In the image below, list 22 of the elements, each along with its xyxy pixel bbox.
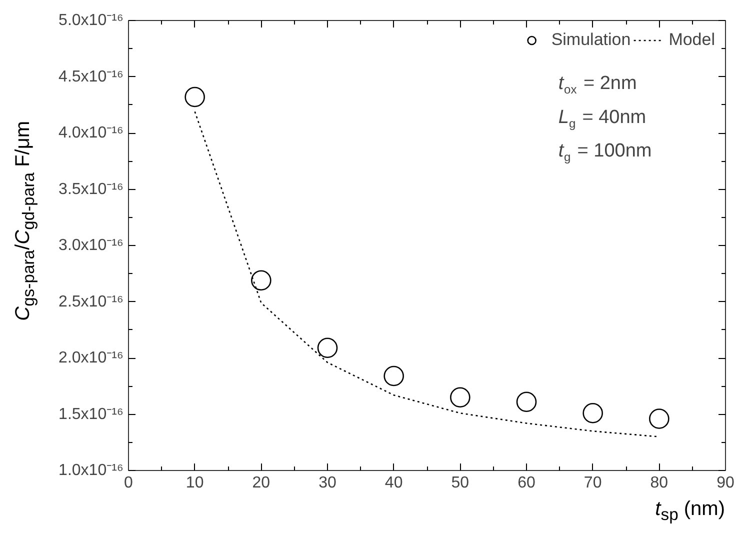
y-tick-label: 1.5x10⁻¹⁶ [58,406,124,423]
x-tick-label: 40 [384,474,403,492]
legend-label: Model [668,30,715,50]
y-tick-label: 4.0x10⁻¹⁶ [58,124,124,142]
y-tick-label: 2.5x10⁻¹⁶ [58,293,124,310]
x-tick-label: 70 [584,474,602,492]
x-tick-label: 0 [124,474,134,492]
x-tick-label: 50 [451,474,470,492]
x-tick-label: 10 [186,474,204,492]
x-tick-label: 80 [650,474,668,492]
x-tick-label: 90 [716,474,734,492]
y-tick-label: 3.5x10⁻¹⁶ [58,180,124,198]
x-tick-label: 20 [252,474,270,492]
y-tick-label: 1.0x10⁻¹⁶ [58,462,124,479]
y-tick-label: 2.0x10⁻¹⁶ [58,350,124,366]
y-tick-label: 3.0x10⁻¹⁶ [58,237,124,254]
y-tick-label: 5.0x10⁻¹⁶ [58,12,124,29]
x-tick-label: 60 [518,474,536,492]
x-tick-label: 30 [318,474,336,492]
y-tick-label: 4.5x10⁻¹⁶ [58,68,124,86]
legend-label: Simulation [551,30,631,50]
x-axis-title: t$_{sp}$ (nm) [654,497,725,526]
